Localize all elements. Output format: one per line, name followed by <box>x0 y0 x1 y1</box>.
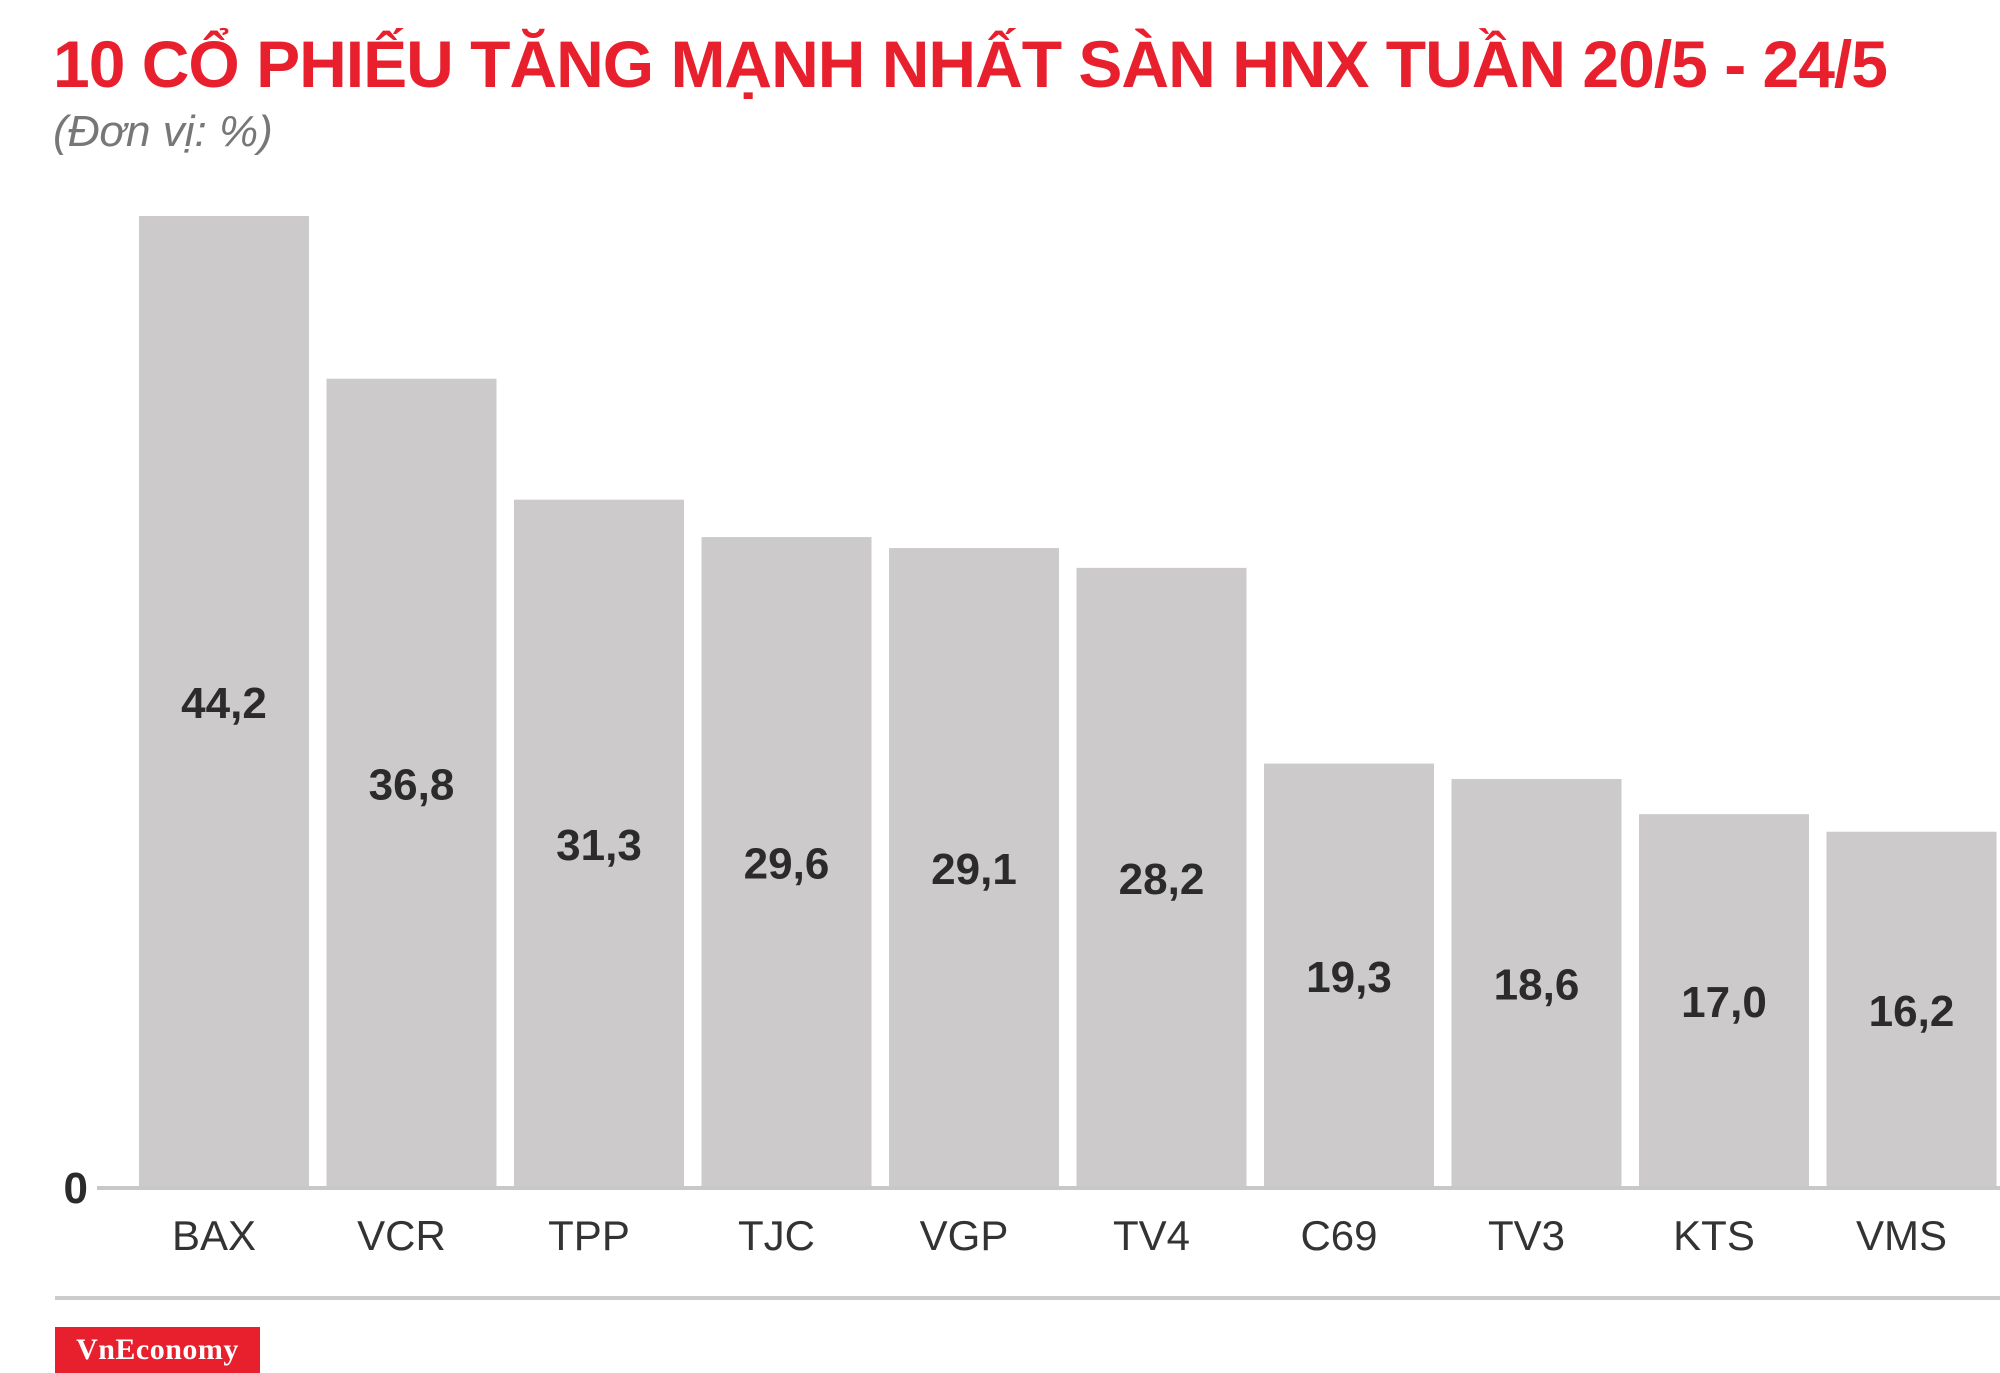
category-label-bax: BAX <box>172 1212 256 1259</box>
value-label-vms: 16,2 <box>1869 987 1955 1036</box>
bar-tv4 <box>1076 567 1247 1188</box>
category-label-tv4: TV4 <box>1113 1212 1190 1259</box>
value-label-tjc: 29,6 <box>744 840 830 889</box>
bar-vcr <box>326 378 497 1188</box>
category-label-vms: VMS <box>1856 1212 1947 1259</box>
chart-title: 10 CỔ PHIẾU TĂNG MẠNH NHẤT SÀN HNX TUẦN … <box>53 27 1888 101</box>
x-axis-line <box>97 1186 2000 1190</box>
category-label-c69: C69 <box>1300 1212 1377 1259</box>
category-label-kts: KTS <box>1673 1212 1755 1259</box>
value-label-bax: 44,2 <box>181 679 267 728</box>
bar-bax <box>139 216 309 1188</box>
bar-c69 <box>1264 763 1434 1188</box>
value-label-kts: 17,0 <box>1681 978 1767 1027</box>
value-label-tv3: 18,6 <box>1494 960 1580 1009</box>
bar-tv3 <box>1451 778 1622 1188</box>
bar-chart: 44,2 BAX 36,8 VCR 31,3 TPP 29,6 TJC 29,1 VGP 28,2 T… <box>64 216 2000 1259</box>
value-label-tpp: 31,3 <box>556 821 642 870</box>
unit-label: (Đơn vị: %) <box>53 107 273 156</box>
category-label-vcr: VCR <box>357 1212 446 1259</box>
bar-tjc <box>701 537 872 1188</box>
value-label-tv4: 28,2 <box>1119 855 1205 904</box>
value-label-vgp: 29,1 <box>931 845 1017 894</box>
y-tick-label-zero: 0 <box>64 1164 88 1213</box>
bar-vgp <box>889 548 1059 1188</box>
logo-text: VnEconomy <box>76 1333 239 1366</box>
value-label-vcr: 36,8 <box>369 760 455 809</box>
category-label-tjc: TJC <box>738 1212 815 1259</box>
vneconomy-logo: VnEconomy <box>55 1327 260 1373</box>
category-label-tv3: TV3 <box>1488 1212 1565 1259</box>
footer-divider <box>55 1296 2000 1300</box>
value-label-c69: 19,3 <box>1306 953 1392 1002</box>
bar-kts <box>1639 814 1809 1188</box>
category-label-vgp: VGP <box>920 1212 1009 1259</box>
bar-tpp <box>514 499 684 1189</box>
category-label-tpp: TPP <box>548 1212 630 1259</box>
bar-vms <box>1826 831 1997 1188</box>
